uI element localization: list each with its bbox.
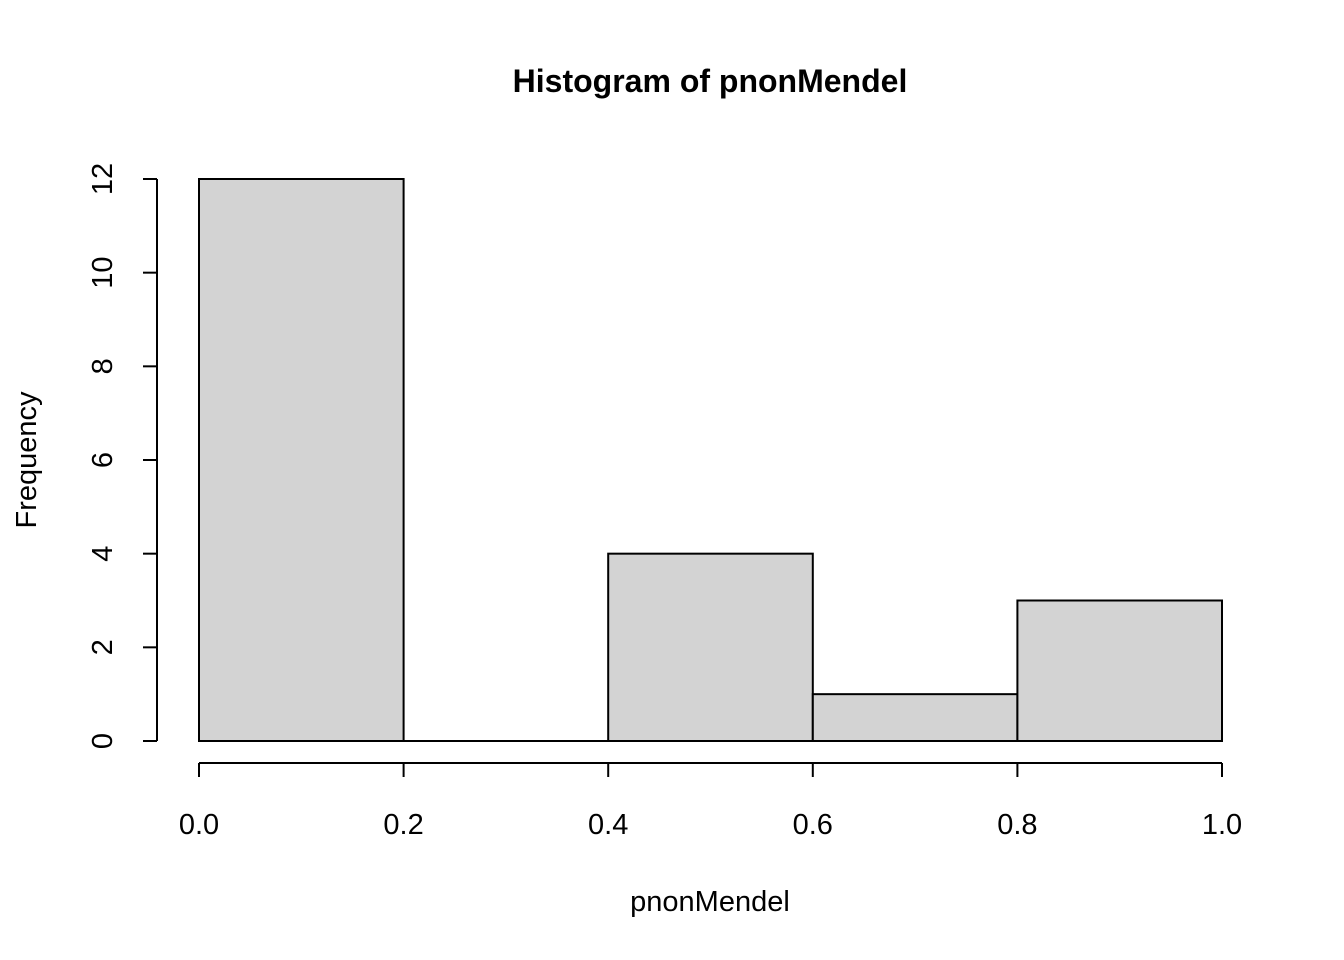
x-axis-label: pnonMendel [630,886,790,918]
x-tick-label: 0.0 [179,809,219,841]
y-axis-label: Frequency [11,391,43,529]
y-tick-label: 0 [87,733,119,749]
x-axis: 0.0 0.2 0.4 0.6 0.8 1.0 [179,762,1242,841]
y-tick-label: 10 [87,257,119,289]
x-tick-label: 0.6 [793,809,833,841]
histogram-bar [198,178,405,742]
x-tick-label: 1.0 [1202,809,1242,841]
histogram-bar [811,693,1019,743]
y-tick-label: 6 [87,452,119,468]
x-tick-label: 0.4 [588,809,628,841]
histogram-bar [607,552,814,743]
x-tick-label: 0.8 [997,809,1037,841]
histogram-bar [1016,599,1224,742]
y-axis: 0 2 4 6 8 10 12 [87,163,158,749]
y-tick-label: 8 [87,358,119,374]
y-tick-label: 4 [87,546,119,562]
y-tick-label: 12 [87,163,119,195]
x-tick-label: 0.2 [383,809,423,841]
y-tick-label: 2 [87,639,119,655]
chart-title: Histogram of pnonMendel [513,63,908,99]
bars [198,178,1224,743]
